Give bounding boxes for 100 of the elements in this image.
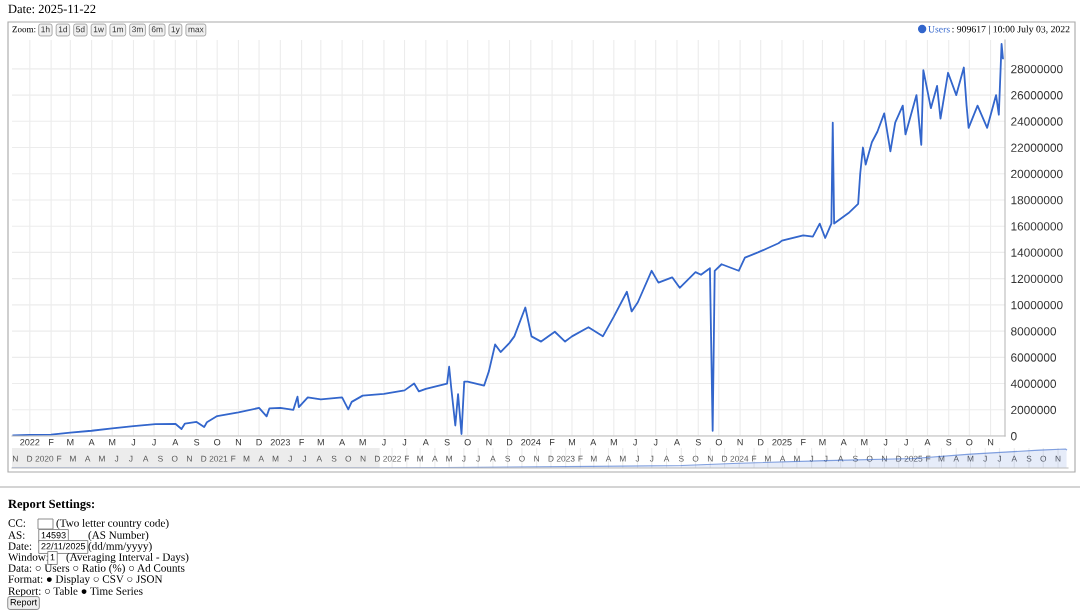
x-tick-label: M [70,455,76,462]
text: 3m [132,26,143,33]
x-tick-label: M [610,439,617,446]
x-tick-label: S [946,439,952,446]
x-tick-label: M [359,439,366,446]
x-tick-label: J [476,455,480,462]
text: 1m [112,26,124,33]
x-tick-label: F [752,455,757,462]
y-tick-label: 20000000 [1011,169,1063,179]
x-tick-label: F [299,439,304,446]
x-tick-label: J [883,439,888,446]
x-tick-label: J [131,439,136,446]
x-tick-label: M [794,455,800,462]
x-tick-label: M [99,455,105,462]
x-tick-label: M [967,455,974,462]
x-tick-label: N [235,439,241,446]
x-tick-label: F [578,455,583,462]
text: 1y [171,26,180,34]
x-tick-label: A [84,455,91,462]
x-tick-label: D [722,455,728,462]
x-tick-label: 2021 [209,455,228,462]
x-tick-label: N [737,439,743,446]
x-tick-label: J [381,439,386,446]
text: 5d [76,26,85,33]
x-tick-label: D [27,455,33,462]
x-tick-label: F [801,439,806,446]
x-tick-label: O [966,439,973,446]
text: Data: ○ Users ○ Ratio (%) ○ Ad Counts [8,563,185,575]
x-tick-label: 2025 [772,439,792,446]
x-tick-label: O [345,455,352,462]
x-tick-label: O [715,439,722,446]
x-tick-label: O [464,439,471,446]
x-tick-label: M [272,455,279,462]
y-tick-label: 2000000 [1011,405,1057,415]
text: (Averaging Interval - Days) [66,552,189,564]
x-tick-label: O [1040,455,1047,462]
x-tick-label: 2024 [521,439,541,446]
text: 6m [151,26,163,33]
x-tick-label: A [837,455,844,462]
x-tick-label: O [692,455,699,462]
x-tick-label: N [360,455,366,462]
text: 1h [41,26,50,33]
x-tick-label: A [172,439,179,446]
x-tick-label: M [568,439,575,446]
text: 22/11/2025 [41,542,86,550]
x-tick-label: M [109,439,116,446]
x-tick-label: F [57,455,62,462]
text: Window: [8,552,49,561]
x-tick-label: S [678,455,684,462]
x-tick-label: N [187,455,192,462]
y-tick-label: 16000000 [1011,222,1063,231]
text: max [188,27,204,33]
x-tick-label: S [695,439,701,446]
text: Report: ○ Table ● Time Series [8,586,143,598]
x-tick-label: A [142,455,149,462]
text: 1w [93,26,104,33]
x-tick-label: M [590,455,597,462]
x-tick-label: J [302,455,307,462]
x-tick-label: A [590,439,597,446]
x-tick-label: J [997,455,1001,462]
x-tick-label: J [635,455,639,462]
y-tick-label: 28000000 [1011,64,1063,74]
x-tick-label: J [649,455,654,462]
x-tick-label: J [288,455,292,462]
x-tick-label: A [779,455,786,462]
x-tick-label: A [663,455,670,462]
line-series [12,43,1004,436]
x-tick-label: D [758,439,764,446]
x-tick-label: A [605,455,612,462]
text: 1d [58,26,67,33]
x-tick-label: D [507,439,513,446]
x-tick-label: J [809,455,814,462]
text: CC: [8,519,26,527]
x-tick-label: N [534,455,539,462]
x-tick-label: F [49,439,54,446]
x-tick-label: D [548,455,554,462]
x-tick-label: D [256,439,262,446]
text: Date: [8,542,32,550]
x-tick-label: A [432,455,438,462]
y-tick-label: 4000000 [1010,379,1057,388]
x-tick-label: O [214,439,221,446]
x-tick-label: A [258,455,265,462]
x-tick-label: M [67,439,74,446]
x-tick-label: S [444,439,450,446]
x-tick-label: M [417,455,423,462]
text: 1 [50,554,55,561]
x-tick-label: A [339,439,346,446]
x-tick-label: M [819,439,826,446]
y-tick-label: 22000000 [1011,143,1063,152]
x-tick-label: A [316,455,323,462]
chart-title: Date: 2025-11-22 [8,4,96,14]
x-tick-label: 2023 [270,439,290,446]
y-tick-label: 0 [1011,432,1017,441]
x-tick-label: F [404,455,410,462]
x-tick-label: F [550,439,555,446]
x-tick-label: O [171,455,178,462]
x-tick-label: D [896,455,902,462]
text: Format: ● Display ○ CSV ○ JSON [8,574,163,586]
x-tick-label: N [882,455,887,462]
y-tick-label: 14000000 [1011,248,1063,257]
